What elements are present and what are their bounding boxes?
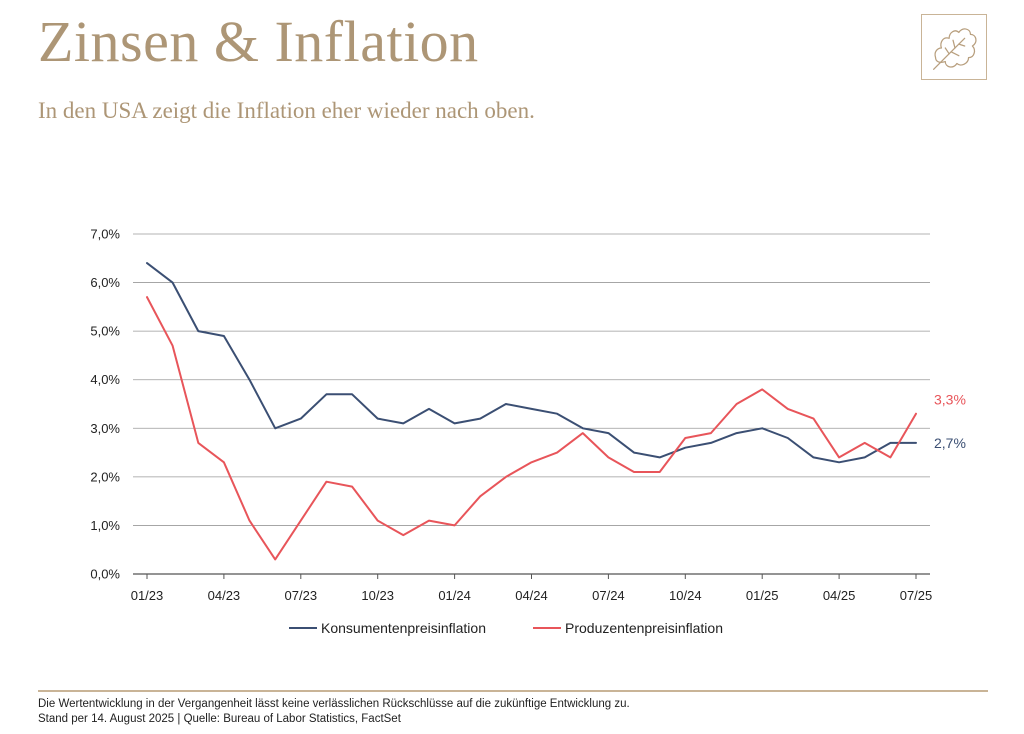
series-lines xyxy=(146,262,917,561)
x-tick-label: 07/25 xyxy=(900,588,933,603)
oak-leaf-icon xyxy=(921,14,987,80)
y-tick-label: 4,0% xyxy=(90,372,120,387)
y-tick-label: 0,0% xyxy=(90,567,120,582)
x-tick-label: 01/24 xyxy=(438,588,471,603)
page-title: Zinsen & Inflation xyxy=(38,9,479,74)
gridlines xyxy=(133,233,930,575)
legend-label: Produzentenpreisinflation xyxy=(565,620,723,636)
x-tick-label: 04/24 xyxy=(515,588,548,603)
footer: Die Wertentwicklung in der Vergangenheit… xyxy=(38,697,630,727)
x-tick-label: 10/24 xyxy=(669,588,702,603)
end-labels: 2,7% 3,3% xyxy=(934,392,966,451)
x-tick-label: 07/24 xyxy=(592,588,625,603)
y-tick-label: 2,0% xyxy=(90,469,120,484)
x-tick-label: 04/23 xyxy=(208,588,241,603)
y-axis-ticks: 0,0% 1,0% 2,0% 3,0% 4,0% 5,0% 6,0% 7,0% xyxy=(90,227,120,582)
y-tick-label: 7,0% xyxy=(90,227,120,242)
y-tick-label: 1,0% xyxy=(90,518,120,533)
x-tick-label: 04/25 xyxy=(823,588,856,603)
series-line-consumer xyxy=(146,262,917,464)
y-tick-label: 3,0% xyxy=(90,421,120,436)
y-tick-label: 6,0% xyxy=(90,275,120,290)
page-subtitle: In den USA zeigt die Inflation eher wied… xyxy=(38,98,535,123)
legend-label: Konsumentenpreisinflation xyxy=(321,620,486,636)
x-axis-ticks: 01/23 04/23 07/23 10/23 01/24 04/24 07/24 10/24… xyxy=(131,574,933,603)
footer-disclaimer: Die Wertentwicklung in der Vergangenheit… xyxy=(38,698,630,710)
footer-divider xyxy=(38,690,988,692)
end-label-consumer: 2,7% xyxy=(934,435,966,451)
x-tick-label: 01/23 xyxy=(131,588,164,603)
x-tick-label: 10/23 xyxy=(361,588,394,603)
footer-source: Stand per 14. August 2025 | Quelle: Bure… xyxy=(38,713,401,725)
y-tick-label: 5,0% xyxy=(90,324,120,339)
end-label-producer: 3,3% xyxy=(934,392,966,408)
x-tick-label: 07/23 xyxy=(285,588,318,603)
legend: Konsumentenpreisinflation Produzentenprei… xyxy=(289,620,723,636)
series-line-producer xyxy=(146,296,917,561)
x-tick-label: 01/25 xyxy=(746,588,779,603)
